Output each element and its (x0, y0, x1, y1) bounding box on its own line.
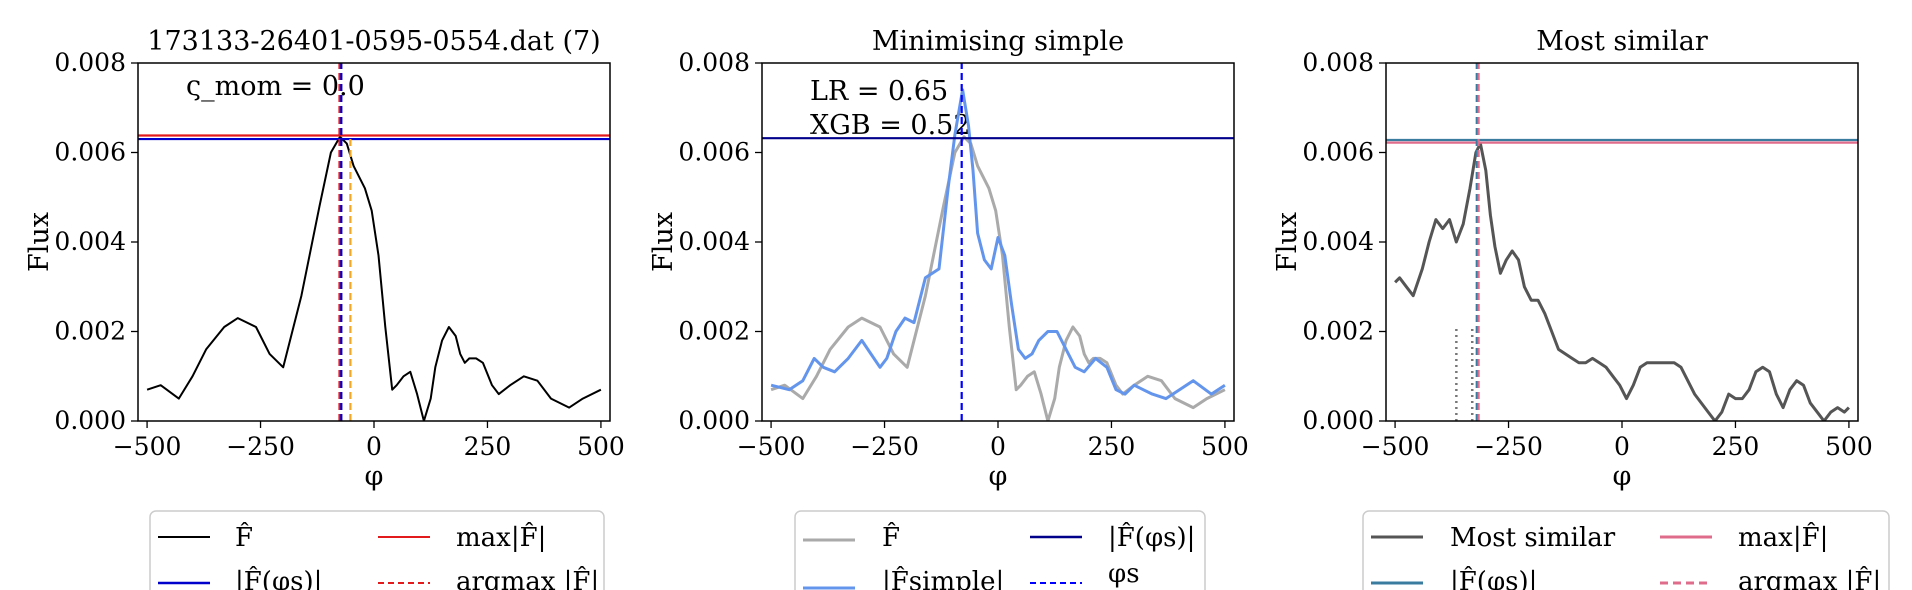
x-tick-label: 250 (1712, 432, 1760, 461)
x-tick-label: 500 (577, 432, 625, 461)
panel-1-legend-box (149, 510, 605, 590)
legend-label-max: max|F̂| (456, 522, 546, 553)
y-tick-label: 0.000 (54, 406, 126, 435)
panel-2-ylabel: Flux (648, 212, 679, 272)
legend-label-max: max|F̂| (1738, 522, 1828, 553)
panel-1-plot: −500 −250 0 250 500 0.000 0.002 0.004 0.006 0.008 (54, 48, 624, 461)
legend-label-f-hat: F̂ (235, 522, 253, 553)
series-line-1 (770, 135, 1226, 421)
x-tick-label: −500 (1361, 432, 1430, 461)
y-tick-label: 0.002 (54, 317, 126, 346)
x-tick-label: 0 (990, 432, 1006, 461)
y-tick-label: 0.002 (1302, 317, 1374, 346)
legend-label-f-simple: |F̂simple| (882, 566, 1004, 590)
y-tick-label: 0.004 (678, 227, 750, 256)
x-tick-label: 250 (1088, 432, 1136, 461)
axes-frame (137, 62, 611, 422)
y-tick-label: 0.008 (1302, 48, 1374, 77)
panel-1-annotation: ς_mom = 0.0 (186, 71, 365, 102)
y-tick-label: 0.004 (1302, 227, 1374, 256)
y-tick-label: 0.006 (54, 138, 126, 167)
panel-1-legend: F̂ max|F̂| |F̂(φs)| argmax |F̂| (149, 510, 605, 590)
x-tick-label: −500 (737, 432, 806, 461)
panel-3: Most similar Flux φ −500 −250 0 250 500 0.000… (1272, 26, 1890, 590)
legend-label-phis: φs (1108, 559, 1140, 589)
x-tick-label: 500 (1825, 432, 1873, 461)
legend-label-f-phis: |F̂(φs)| (235, 566, 322, 590)
y-tick-label: 0.006 (1302, 138, 1374, 167)
panel-2-annotation-lr: LR = 0.65 (810, 76, 948, 107)
panel-2-title: Minimising simple (872, 26, 1124, 57)
panel-2-plot: −500 −250 0 250 500 0.000 0.002 0.004 0.006 0.008 (678, 48, 1248, 461)
x-tick-label: 500 (1201, 432, 1249, 461)
panel-2-legend: F̂ |F̂(φs)| |F̂simple| φs (794, 510, 1206, 590)
x-tick-label: −250 (226, 432, 295, 461)
legend-label-f-hat: F̂ (882, 522, 900, 553)
legend-label-f-phis: |F̂(φs)| (1450, 566, 1537, 590)
panel-3-xlabel: φ (1613, 461, 1632, 492)
panel-1-ylabel: Flux (24, 212, 55, 272)
x-tick-label: −250 (850, 432, 919, 461)
y-tick-label: 0.004 (54, 227, 126, 256)
series-line-2 (770, 88, 1226, 401)
y-tick-label: 0.000 (678, 406, 750, 435)
panel-3-title: Most similar (1536, 26, 1708, 57)
panel-2-annotation-xgb: XGB = 0.52 (810, 110, 971, 141)
panel-3-ylabel: Flux (1272, 212, 1303, 272)
panel-1-xlabel: φ (365, 461, 384, 492)
series-line-1 (146, 135, 602, 421)
legend-label-f-phis: |F̂(φs)| (1108, 522, 1195, 553)
panel-1: 173133-26401-0595-0554.dat (7) ς_mom = 0… (24, 26, 625, 590)
panel-3-plot: −500 −250 0 250 500 0.000 0.002 0.004 0.006 0.008 (1302, 48, 1872, 461)
legend-label-argmax: argmax |F̂| (456, 566, 599, 590)
panel-2-xlabel: φ (989, 461, 1008, 492)
panel-2: Minimising simple LR = 0.65 XGB = 0.52 F… (648, 26, 1249, 590)
legend-label-argmax: argmax |F̂| (1738, 566, 1881, 590)
x-tick-label: −500 (113, 432, 182, 461)
panel-3-legend: Most similar max|F̂| |F̂(φs)| argmax |F̂… (1362, 510, 1890, 590)
panel-3-legend-box (1362, 510, 1890, 590)
x-tick-label: −250 (1474, 432, 1543, 461)
panel-2-legend-box (794, 510, 1206, 590)
plot-area (1386, 63, 1858, 421)
x-tick-label: 250 (464, 432, 512, 461)
x-tick-label: 0 (1614, 432, 1630, 461)
plot-area (138, 63, 610, 421)
x-tick-label: 0 (366, 432, 382, 461)
y-tick-label: 0.008 (678, 48, 750, 77)
y-tick-label: 0.000 (1302, 406, 1374, 435)
legend-label-most-similar: Most similar (1450, 523, 1616, 553)
series-line-1 (1394, 142, 1850, 421)
y-tick-label: 0.006 (678, 138, 750, 167)
y-tick-label: 0.008 (54, 48, 126, 77)
plot-area (762, 63, 1234, 421)
panel-1-title: 173133-26401-0595-0554.dat (7) (147, 26, 600, 57)
y-tick-label: 0.002 (678, 317, 750, 346)
